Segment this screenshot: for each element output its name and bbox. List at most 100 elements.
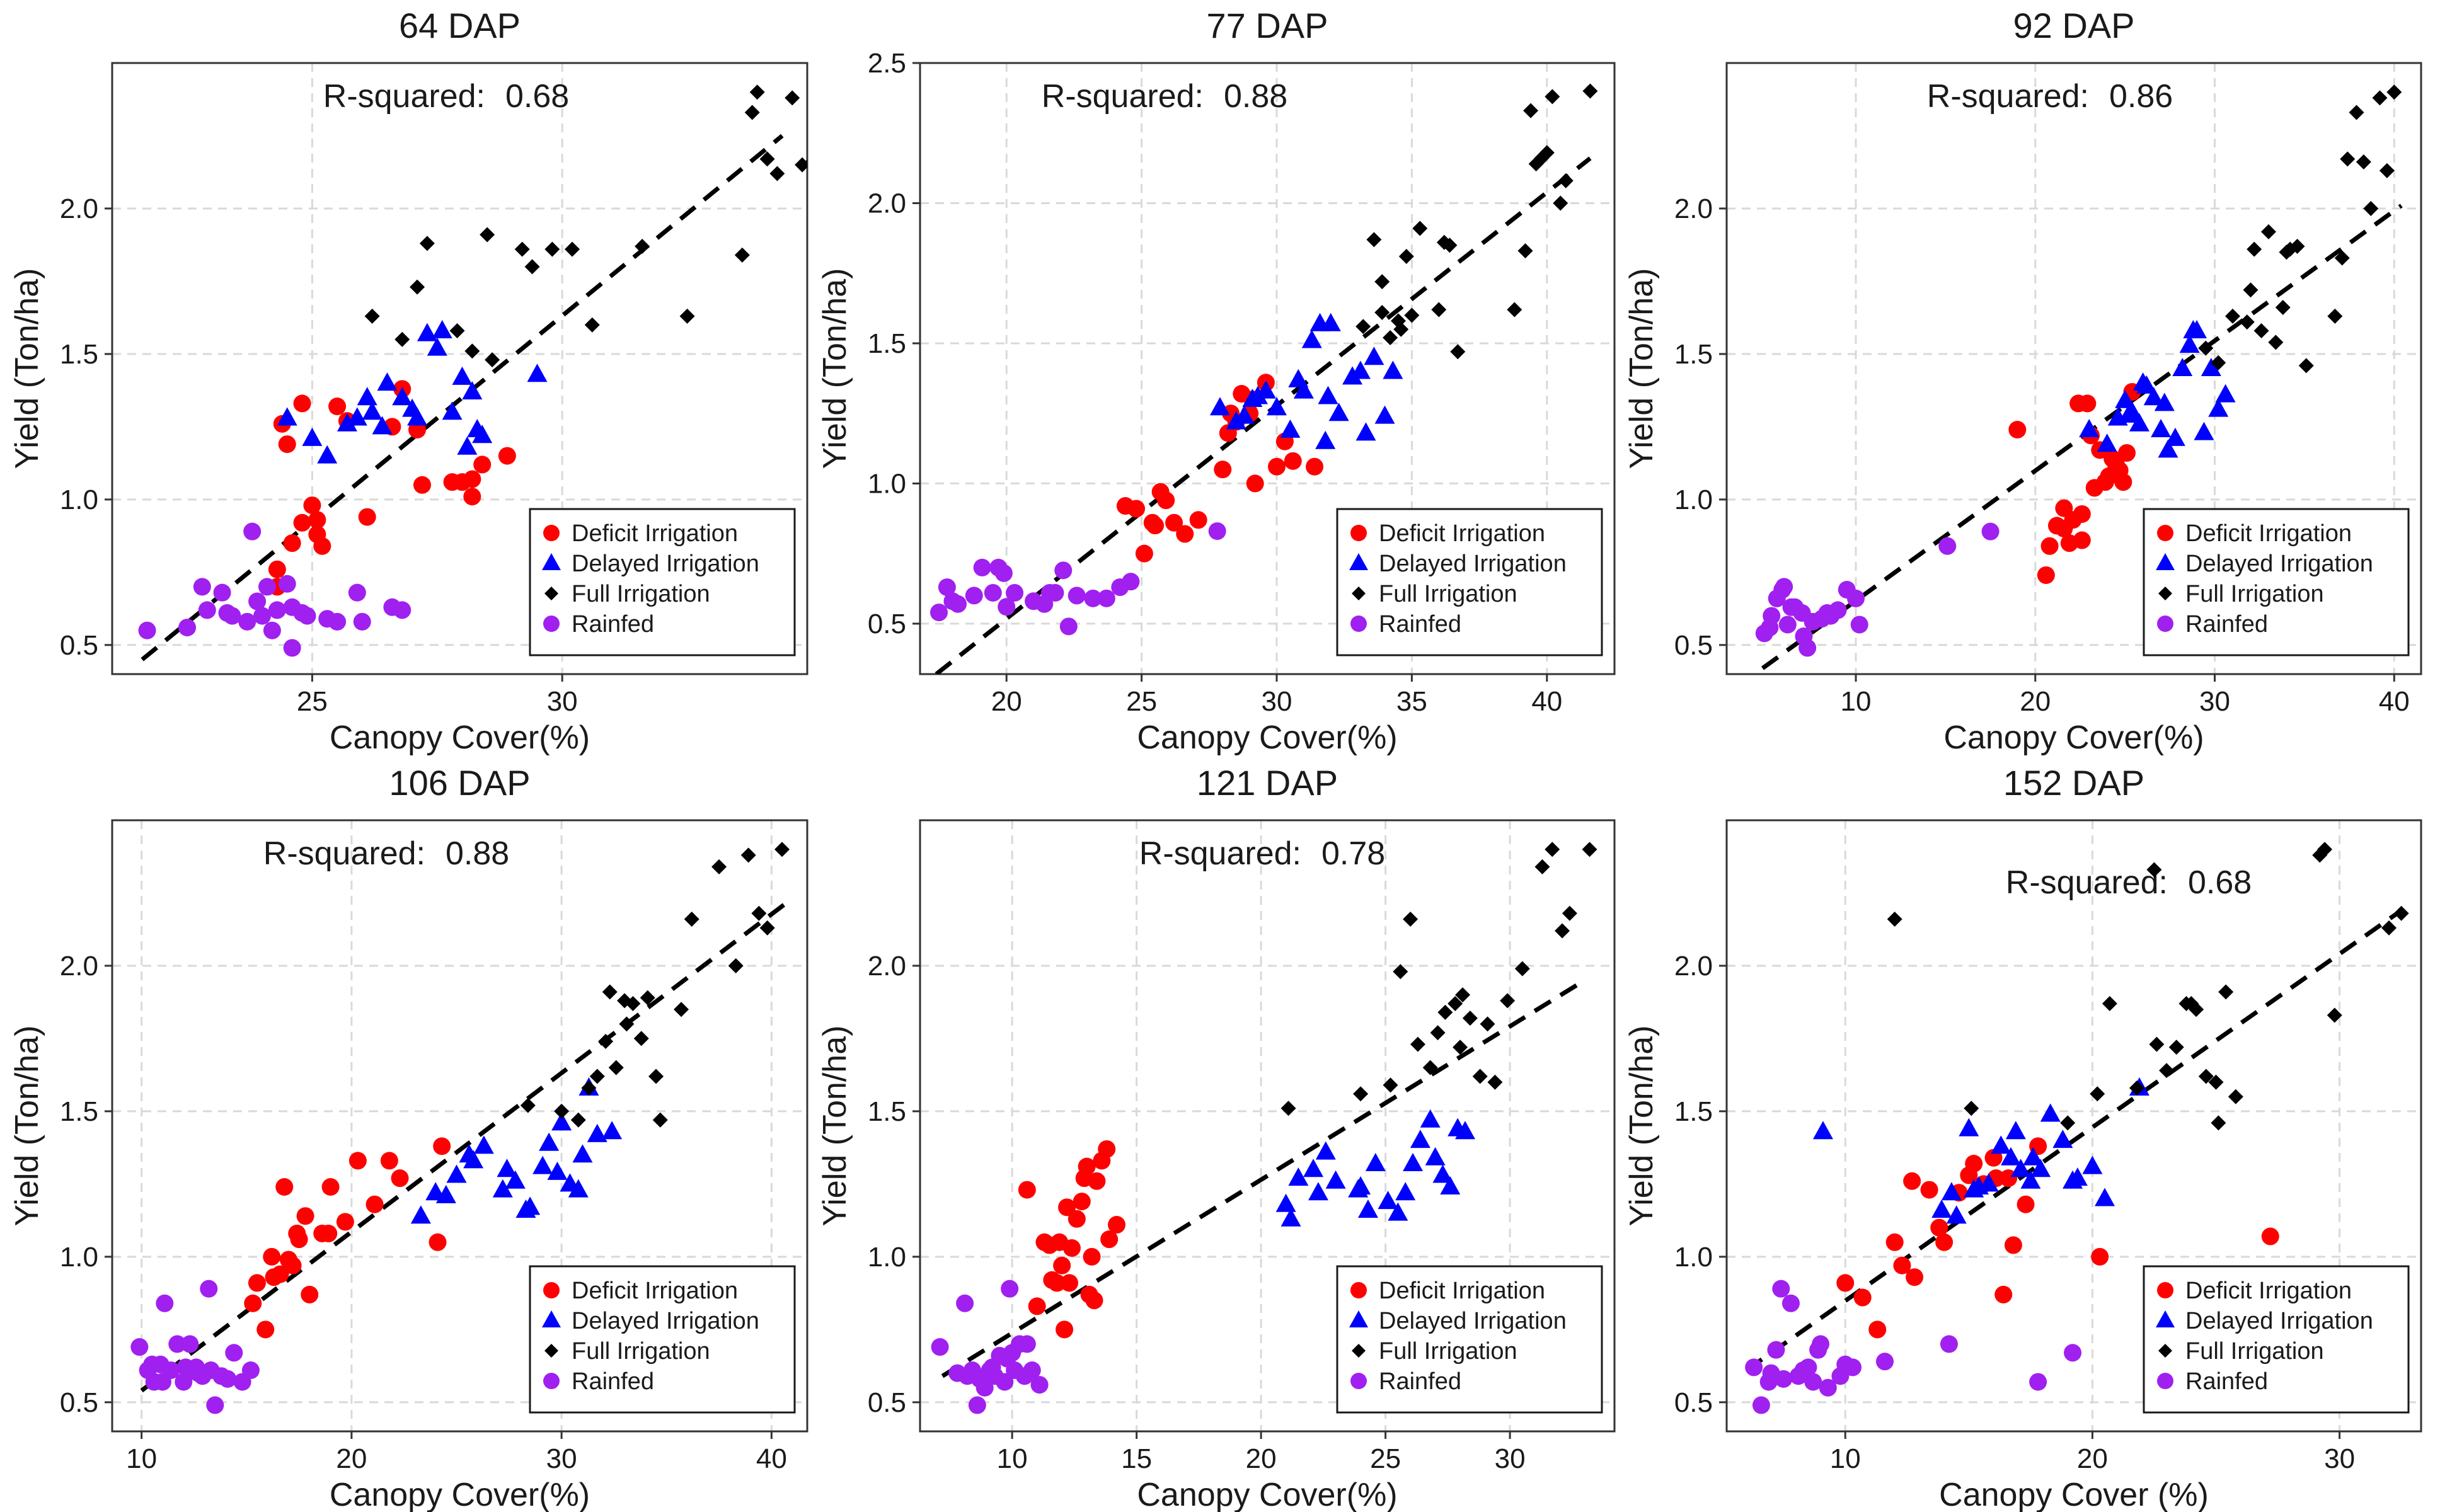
full-irrigation-point (1539, 145, 1555, 161)
delayed-irrigation-point (2165, 427, 2185, 446)
legend: Deficit Irrigation Delayed Irrigation Full… (1336, 1265, 1603, 1414)
rainfed-point (1836, 1355, 1855, 1373)
x-tick-label: 35 (1396, 686, 1427, 717)
rainfed-point (253, 607, 272, 625)
rainfed-point (1938, 537, 1957, 555)
delayed-irrigation-point (1440, 1176, 1461, 1194)
deficit-irrigation-point (1053, 1256, 1071, 1274)
full-irrigation-point (625, 996, 641, 1011)
deficit-irrigation-point (256, 1320, 275, 1339)
rainfed-point (130, 1338, 149, 1356)
x-tick-label: 25 (1126, 686, 1157, 717)
y-tick-label: 1.5 (1674, 339, 1713, 370)
full-irrigation-point (633, 1031, 649, 1046)
deficit-irrigation-point (1056, 1320, 1074, 1339)
deficit-irrigation-point (293, 513, 311, 532)
delayed-irrigation-point (1403, 1153, 1424, 1172)
full-irrigation-point (1887, 912, 1902, 927)
legend-label: Full Irrigation (2185, 1338, 2324, 1365)
rainfed-point (989, 558, 1008, 576)
deficit-irrigation-point (2114, 473, 2132, 491)
delayed-irrigation-point (2005, 1121, 2026, 1140)
full-irrigation-point (740, 847, 756, 863)
panel-title: 121 DAP (1197, 763, 1338, 803)
y-tick-label: 1.0 (868, 1242, 906, 1273)
full-irrigation-point (419, 236, 435, 251)
y-axis-label: Yield (Ton/ha) (817, 1026, 853, 1227)
delayed-irrigation-point (539, 1132, 560, 1151)
delayed-irrigation-point (2023, 1147, 2044, 1166)
full-irrigation-point (1410, 1036, 1425, 1052)
legend-box (529, 508, 796, 656)
full-irrigation-point (2060, 1115, 2076, 1131)
x-tick-label: 30 (546, 1443, 577, 1474)
legend-marker (2158, 1344, 2172, 1358)
rainfed-point (949, 595, 967, 613)
delayed-irrigation-point (357, 387, 377, 406)
rainfed-point (1850, 616, 1868, 634)
delayed-irrigation-point (1267, 397, 1287, 416)
full-irrigation-point (679, 308, 695, 324)
legend-box (2143, 508, 2410, 656)
legend-marker (542, 1310, 561, 1327)
legend-marker (543, 616, 560, 632)
full-irrigation-point (1555, 923, 1570, 939)
deficit-irrigation-point (433, 1137, 451, 1155)
deficit-irrigation-point (308, 511, 326, 529)
delayed-irrigation-point (2010, 1159, 2031, 1177)
deficit-irrigation-point (463, 470, 481, 488)
deficit-irrigation-point (284, 1256, 302, 1274)
deficit-irrigation-point (1903, 1172, 1921, 1190)
delayed-irrigation-point (1959, 1118, 1979, 1137)
y-tick-label: 2.0 (1674, 951, 1713, 982)
panel-title: 152 DAP (2003, 763, 2144, 803)
x-tick-label: 20 (991, 686, 1022, 717)
rainfed-point (238, 612, 256, 631)
rainfed-point (258, 578, 276, 596)
full-irrigation-point (1390, 313, 1406, 329)
y-axis-label: Yield (Ton/ha) (9, 268, 45, 469)
deficit-irrigation-point (1268, 457, 1286, 476)
full-irrigation-point (1403, 912, 1419, 927)
full-irrigation-point (1528, 156, 1544, 172)
x-tick-label: 20 (2020, 686, 2051, 717)
r-squared-value: 0.86 (2109, 78, 2173, 115)
x-tick-label: 30 (1495, 1443, 1526, 1474)
legend: Deficit Irrigation Delayed Irrigation Full… (529, 508, 796, 656)
rainfed-point (1778, 616, 1797, 634)
full-irrigation-point (1553, 195, 1568, 211)
deficit-irrigation-point (1127, 500, 1146, 518)
rainfed-point (1762, 1364, 1780, 1382)
deficit-irrigation-point (473, 455, 492, 474)
full-irrigation-point (769, 166, 785, 181)
rainfed-point (189, 1364, 207, 1382)
y-tick-label: 1.5 (868, 328, 906, 359)
rainfed-point (968, 1396, 986, 1414)
deficit-irrigation-point (1165, 513, 1183, 532)
rainfed-point (1023, 1361, 1041, 1379)
deficit-irrigation-point (2073, 531, 2091, 549)
delayed-irrigation-point (1247, 386, 1268, 404)
full-irrigation-point (2208, 1074, 2224, 1090)
delayed-irrigation-point (2020, 1170, 2041, 1189)
y-tick-label: 1.0 (60, 484, 98, 515)
delayed-irrigation-point (1991, 1135, 2011, 1154)
r-squared-value: 0.68 (505, 78, 569, 115)
deficit-irrigation-point (380, 1152, 398, 1170)
full-irrigation-point (1404, 307, 1420, 323)
deficit-irrigation-point (1176, 525, 1194, 543)
deficit-irrigation-point (1246, 474, 1264, 493)
full-irrigation-point (2168, 1040, 2184, 1055)
deficit-irrigation-point (1073, 1193, 1091, 1211)
delayed-irrigation-point (1315, 430, 1336, 449)
y-tick-label: 0.5 (868, 609, 906, 639)
delayed-irrigation-point (587, 1123, 607, 1142)
rainfed-point (1812, 1335, 1830, 1353)
rainfed-point (143, 1355, 161, 1373)
panel-1: 25 30 0.5 1.0 1.5 2.0 64 DAP Canopy Cover(%) Yie… (9, 6, 809, 756)
x-axis-label: Canopy Cover(%) (1137, 719, 1397, 756)
delayed-irrigation-point (532, 1155, 553, 1174)
rainfed-point (1006, 583, 1024, 602)
full-irrigation-point (1412, 220, 1428, 236)
delayed-irrigation-point (2097, 433, 2117, 452)
